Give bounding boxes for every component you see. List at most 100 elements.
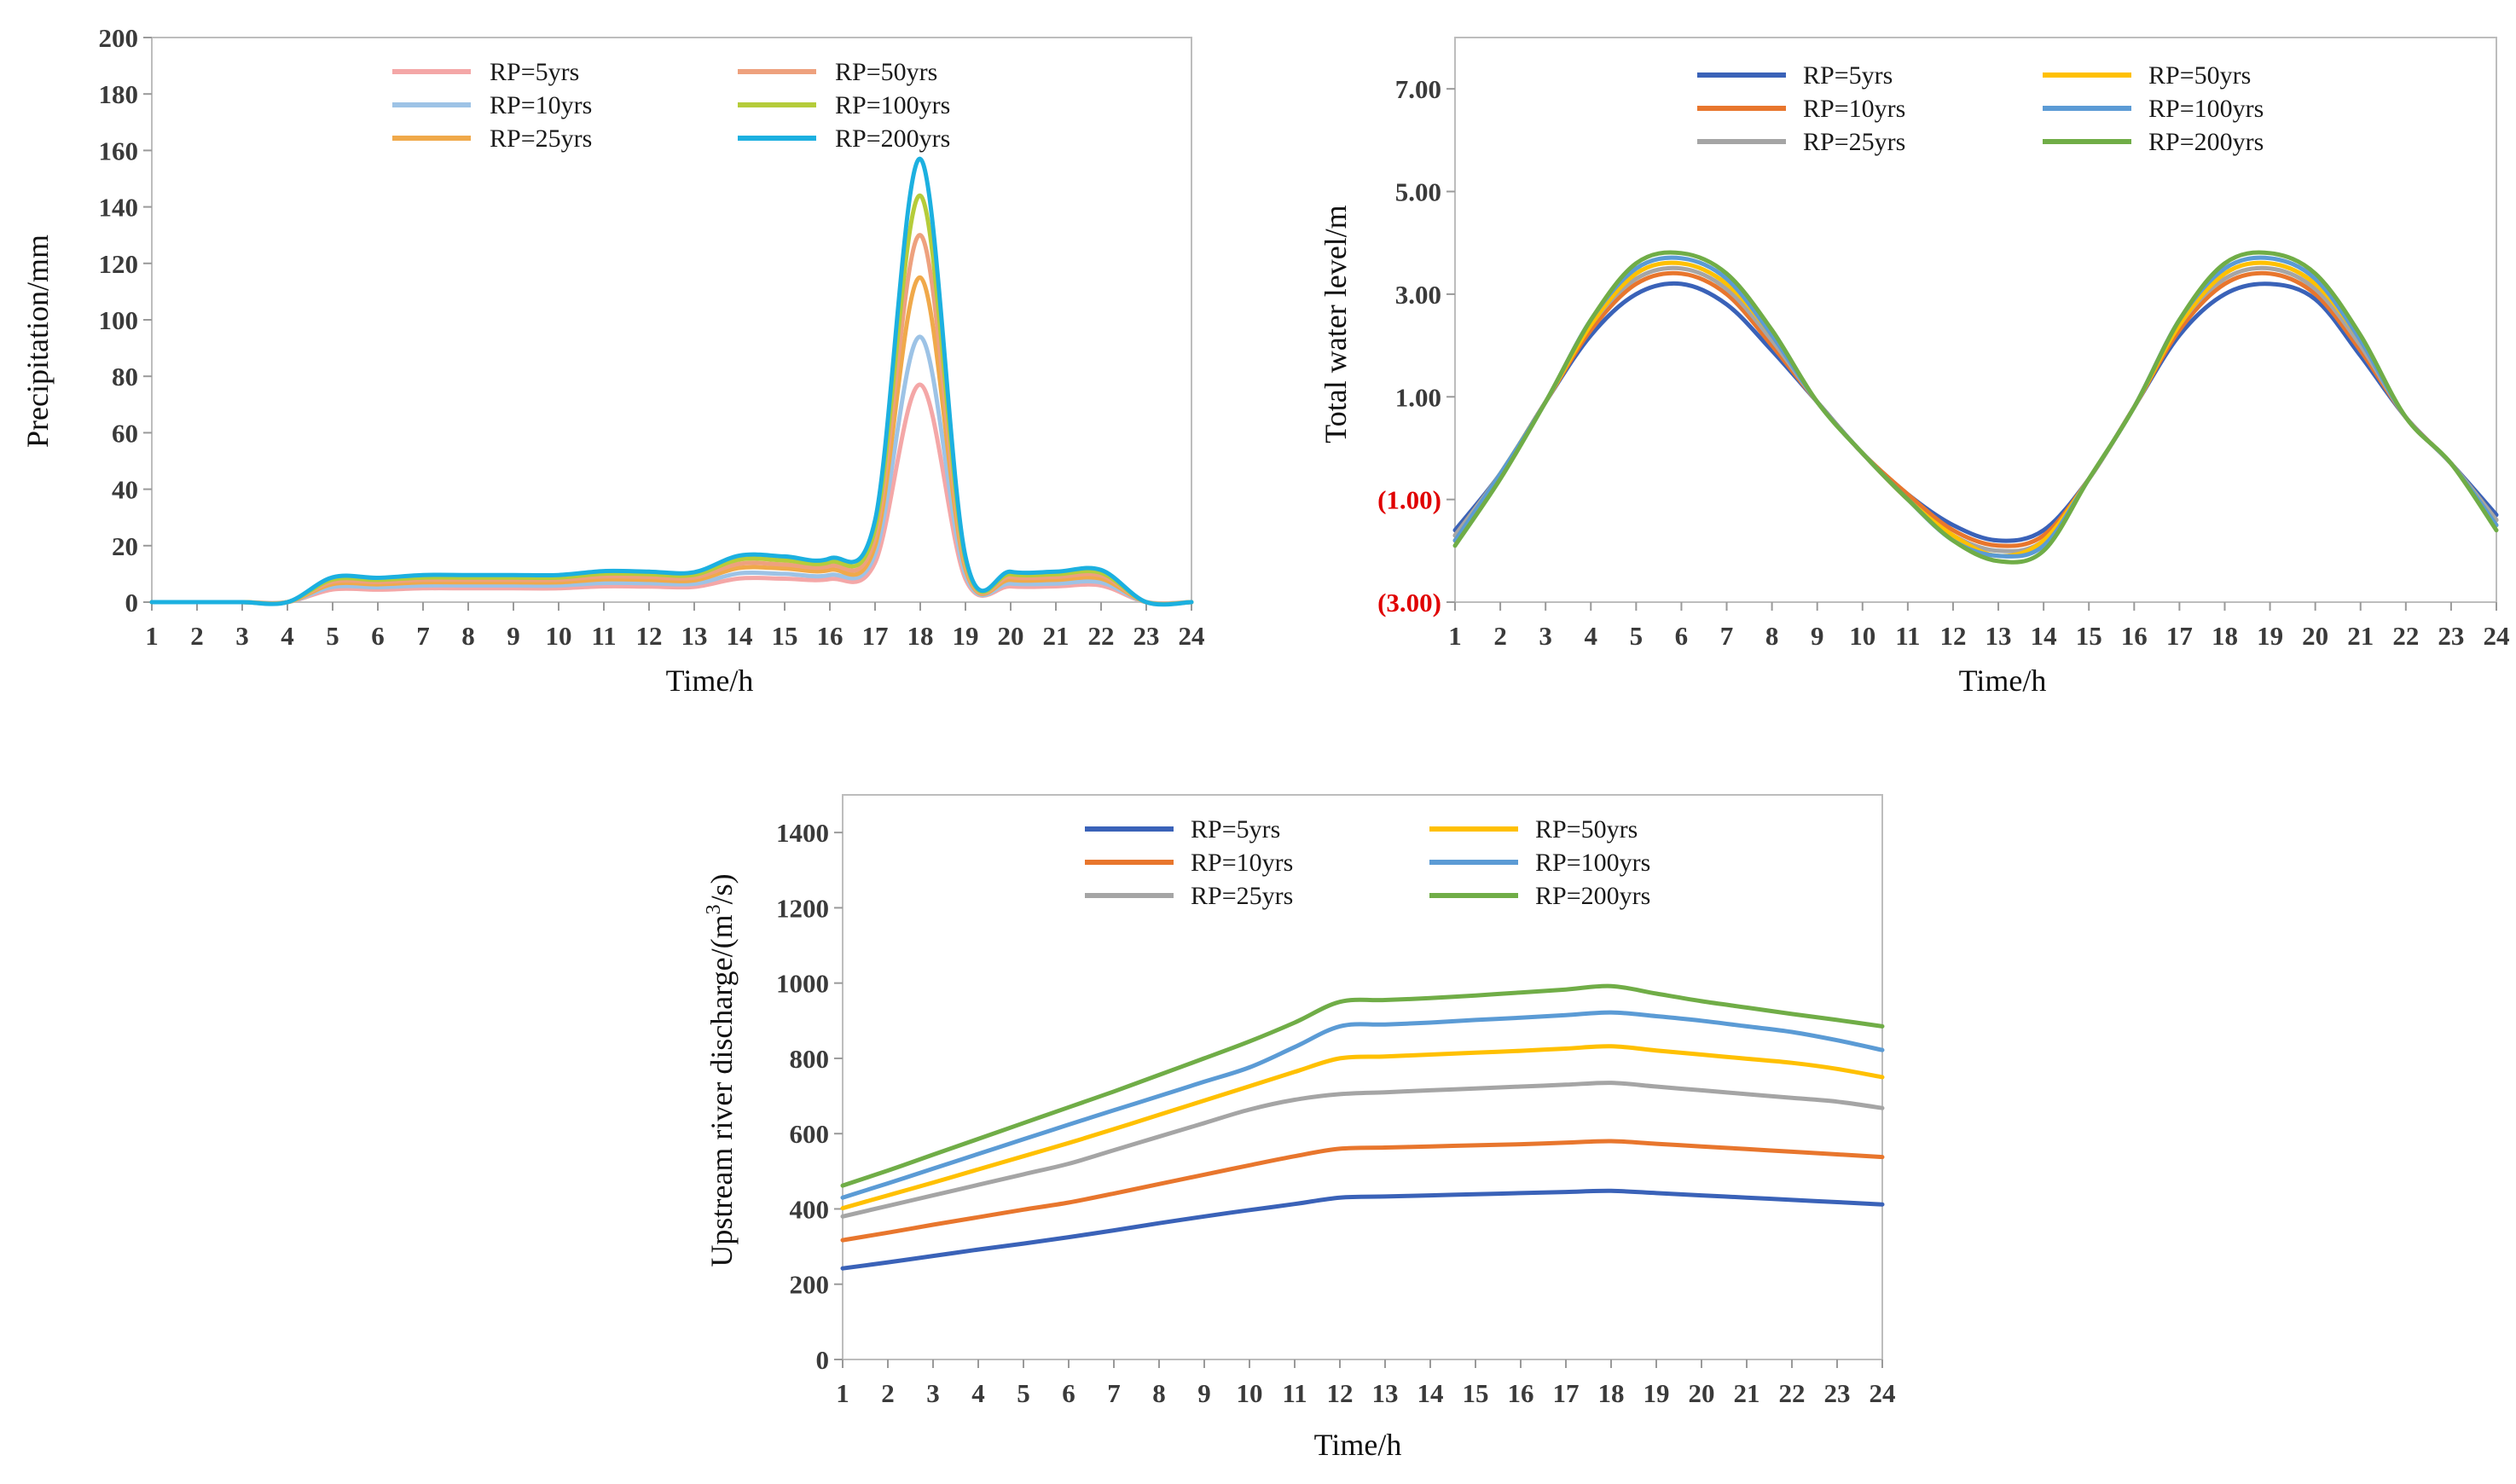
y-tick-label: 1.00 — [1395, 382, 1441, 412]
legend-label: RP=5yrs — [1191, 815, 1280, 843]
discharge-legend: RP=5yrs RP=10yrs RP=25yrs RP=50yrs RP=100yrs… — [1085, 815, 1650, 910]
y-tick-label: 0 — [125, 588, 139, 617]
x-tick-label: 7 — [1107, 1378, 1121, 1408]
x-tick-label: 2 — [190, 621, 204, 651]
y-tick-label: (1.00) — [1377, 485, 1441, 515]
legend-label: RP=200yrs — [1535, 882, 1650, 910]
x-tick-label: 21 — [1734, 1378, 1760, 1408]
x-tick-label: 12 — [1327, 1378, 1354, 1408]
x-tick-label: 1 — [836, 1378, 849, 1408]
x-tick-label: 6 — [1675, 621, 1689, 651]
x-tick-label: 6 — [371, 621, 385, 651]
x-tick-label: 5 — [1017, 1378, 1030, 1408]
x-tick-label: 9 — [507, 621, 520, 651]
y-tick-label: 0 — [816, 1345, 830, 1375]
x-tick-label: 19 — [953, 621, 979, 651]
x-tick-label: 18 — [907, 621, 934, 651]
x-tick-label: 17 — [862, 621, 889, 651]
water-legend: RP=5yrs RP=10yrs RP=25yrs RP=50yrs RP=100yrs… — [1697, 61, 2264, 156]
x-tick-label: 16 — [817, 621, 843, 651]
x-tick-label: 24 — [1870, 1378, 1896, 1408]
legend-label: RP=10yrs — [490, 91, 592, 119]
x-tick-label: 8 — [461, 621, 475, 651]
x-tick-label: 1 — [145, 621, 159, 651]
series-line-rp-10yrs — [149, 334, 1194, 606]
precip-x-axis-label: Time/h — [666, 664, 754, 698]
x-tick-label: 14 — [1417, 1378, 1444, 1408]
x-tick-label: 5 — [1630, 621, 1644, 651]
water-x-axis-label: Time/h — [1959, 664, 2047, 698]
x-tick-label: 20 — [1689, 1378, 1715, 1408]
x-tick-label: 24 — [1179, 621, 1205, 651]
series-line-rp-10yrs — [840, 1139, 1885, 1243]
precip-plot-frame — [151, 37, 1192, 603]
series-line-rp-100yrs — [149, 193, 1194, 607]
y-tick-label: 7.00 — [1395, 74, 1441, 104]
x-tick-label: 15 — [772, 621, 798, 651]
x-tick-label: 7 — [1720, 621, 1734, 651]
legend-label: RP=5yrs — [490, 58, 579, 86]
x-tick-label: 3 — [1539, 621, 1552, 651]
discharge-y-ticks: 0 200 400 600 800 1000 1200 1400 — [776, 818, 843, 1375]
y-tick-label: 140 — [99, 193, 139, 223]
series-line-rp-25yrs — [149, 275, 1194, 606]
x-tick-label: 16 — [2121, 621, 2148, 651]
legend-label: RP=100yrs — [835, 91, 950, 119]
x-tick-label: 4 — [971, 1378, 985, 1408]
x-tick-label: 12 — [1939, 621, 1966, 651]
water-x-ticks: 1 2 3 4 5 6 7 8 9 10 11 12 13 14 15 16 17 18 19 20 21 22 23 24 — [1448, 602, 2510, 651]
x-tick-label: 9 — [1197, 1378, 1211, 1408]
precip-y-axis-label: Precipitation/mm — [20, 235, 55, 448]
y-tick-label: 600 — [790, 1119, 830, 1149]
x-tick-label: 13 — [681, 621, 708, 651]
x-tick-label: 19 — [1644, 1378, 1670, 1408]
x-tick-label: 10 — [546, 621, 572, 651]
x-tick-label: 15 — [2076, 621, 2102, 651]
discharge-x-ticks: 1 2 3 4 5 6 7 8 9 10 11 12 13 14 15 16 17 18 19 20 21 22 23 24 — [836, 1359, 1896, 1408]
y-tick-label: 180 — [99, 79, 139, 109]
series-line-rp-5yrs — [840, 1188, 1885, 1271]
x-tick-label: 1 — [1448, 621, 1462, 651]
x-tick-label: 11 — [591, 621, 616, 651]
x-tick-label: 21 — [2347, 621, 2374, 651]
legend-label: RP=50yrs — [835, 58, 937, 86]
x-tick-label: 2 — [1493, 621, 1507, 651]
legend-label: RP=5yrs — [1803, 61, 1893, 90]
series-line-rp-200yrs — [149, 156, 1194, 607]
y-tick-label: 400 — [790, 1194, 830, 1224]
discharge-y-label-sup: 3 — [703, 904, 725, 914]
legend-label: RP=25yrs — [490, 125, 592, 153]
precip-y-ticks: 0 20 40 60 80 100 120 140 160 180 200 — [99, 23, 152, 617]
y-tick-label: 5.00 — [1395, 177, 1441, 207]
x-tick-label: 7 — [416, 621, 430, 651]
series-line-rp-10yrs — [1452, 270, 2499, 548]
legend-label: RP=25yrs — [1803, 128, 1905, 156]
discharge-y-label-suffix: /s) — [704, 873, 739, 904]
x-tick-label: 11 — [1895, 621, 1920, 651]
x-tick-label: 14 — [2031, 621, 2057, 651]
water-plot-frame — [1454, 37, 2497, 603]
x-tick-label: 6 — [1062, 1378, 1075, 1408]
x-tick-label: 16 — [1508, 1378, 1534, 1408]
x-tick-label: 8 — [1152, 1378, 1166, 1408]
water-series — [1452, 250, 2499, 565]
x-tick-label: 4 — [281, 621, 294, 651]
x-tick-label: 12 — [636, 621, 663, 651]
water-level-chart: (3.00)(1.00)1.003.005.007.00 1 2 3 4 5 6 7 8 9 10… — [1319, 37, 2510, 698]
x-tick-label: 17 — [1553, 1378, 1580, 1408]
y-tick-label: 800 — [790, 1044, 830, 1074]
x-tick-label: 18 — [1598, 1378, 1625, 1408]
x-tick-label: 4 — [1585, 621, 1598, 651]
legend-label: RP=200yrs — [835, 125, 950, 153]
water-y-axis-label: Total water level/m — [1319, 205, 1353, 443]
y-tick-label: 100 — [99, 305, 139, 335]
x-tick-label: 18 — [2212, 621, 2238, 651]
x-tick-label: 10 — [1237, 1378, 1263, 1408]
x-tick-label: 9 — [1811, 621, 1824, 651]
y-tick-label: 40 — [112, 475, 138, 505]
series-line-rp-50yrs — [149, 233, 1194, 606]
x-tick-label: 11 — [1282, 1378, 1307, 1408]
